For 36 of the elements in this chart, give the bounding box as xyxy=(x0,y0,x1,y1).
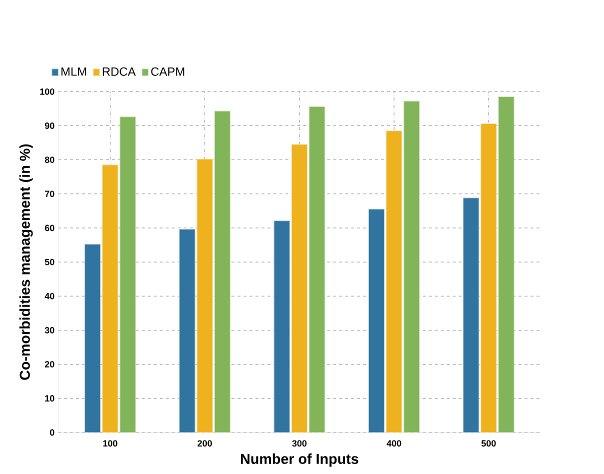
legend-label: RDCA xyxy=(102,68,136,76)
bar xyxy=(462,198,480,433)
bar xyxy=(368,209,385,433)
legend-label: MLM xyxy=(61,68,86,76)
bar xyxy=(274,220,290,433)
y-tick-label: 20 xyxy=(44,361,54,368)
bar xyxy=(214,110,230,433)
bar xyxy=(308,106,326,433)
x-tick-label: 200 xyxy=(198,440,212,447)
y-tick-label: 60 xyxy=(44,225,54,232)
bar xyxy=(196,159,213,433)
y-tick-label: 70 xyxy=(45,190,54,198)
y-axis-title: Co-morbidities management (in %) xyxy=(19,144,33,380)
y-tick-label: 50 xyxy=(44,259,54,266)
bar xyxy=(498,96,514,433)
y-tick-label: 30 xyxy=(44,327,54,334)
bar xyxy=(102,164,118,433)
x-tick-label: 300 xyxy=(292,440,307,447)
legend-label: CAPM xyxy=(151,68,184,76)
bar xyxy=(291,144,308,433)
y-tick-label: 0 xyxy=(50,429,54,436)
bar xyxy=(404,101,420,433)
y-tick-label: 40 xyxy=(44,293,54,300)
bar xyxy=(84,244,101,433)
bar xyxy=(480,124,497,433)
x-tick-label: 100 xyxy=(103,440,118,447)
y-tick-label: 10 xyxy=(45,395,54,402)
bar xyxy=(179,229,196,433)
y-tick-label: 100 xyxy=(40,88,54,96)
x-axis-title: Number of Inputs xyxy=(240,454,358,468)
bar xyxy=(386,130,402,433)
y-tick-label: 90 xyxy=(44,122,54,130)
x-tick-label: 400 xyxy=(386,440,402,447)
y-tick-label: 80 xyxy=(44,156,54,164)
x-tick-label: 500 xyxy=(481,440,496,447)
bar xyxy=(120,116,136,433)
